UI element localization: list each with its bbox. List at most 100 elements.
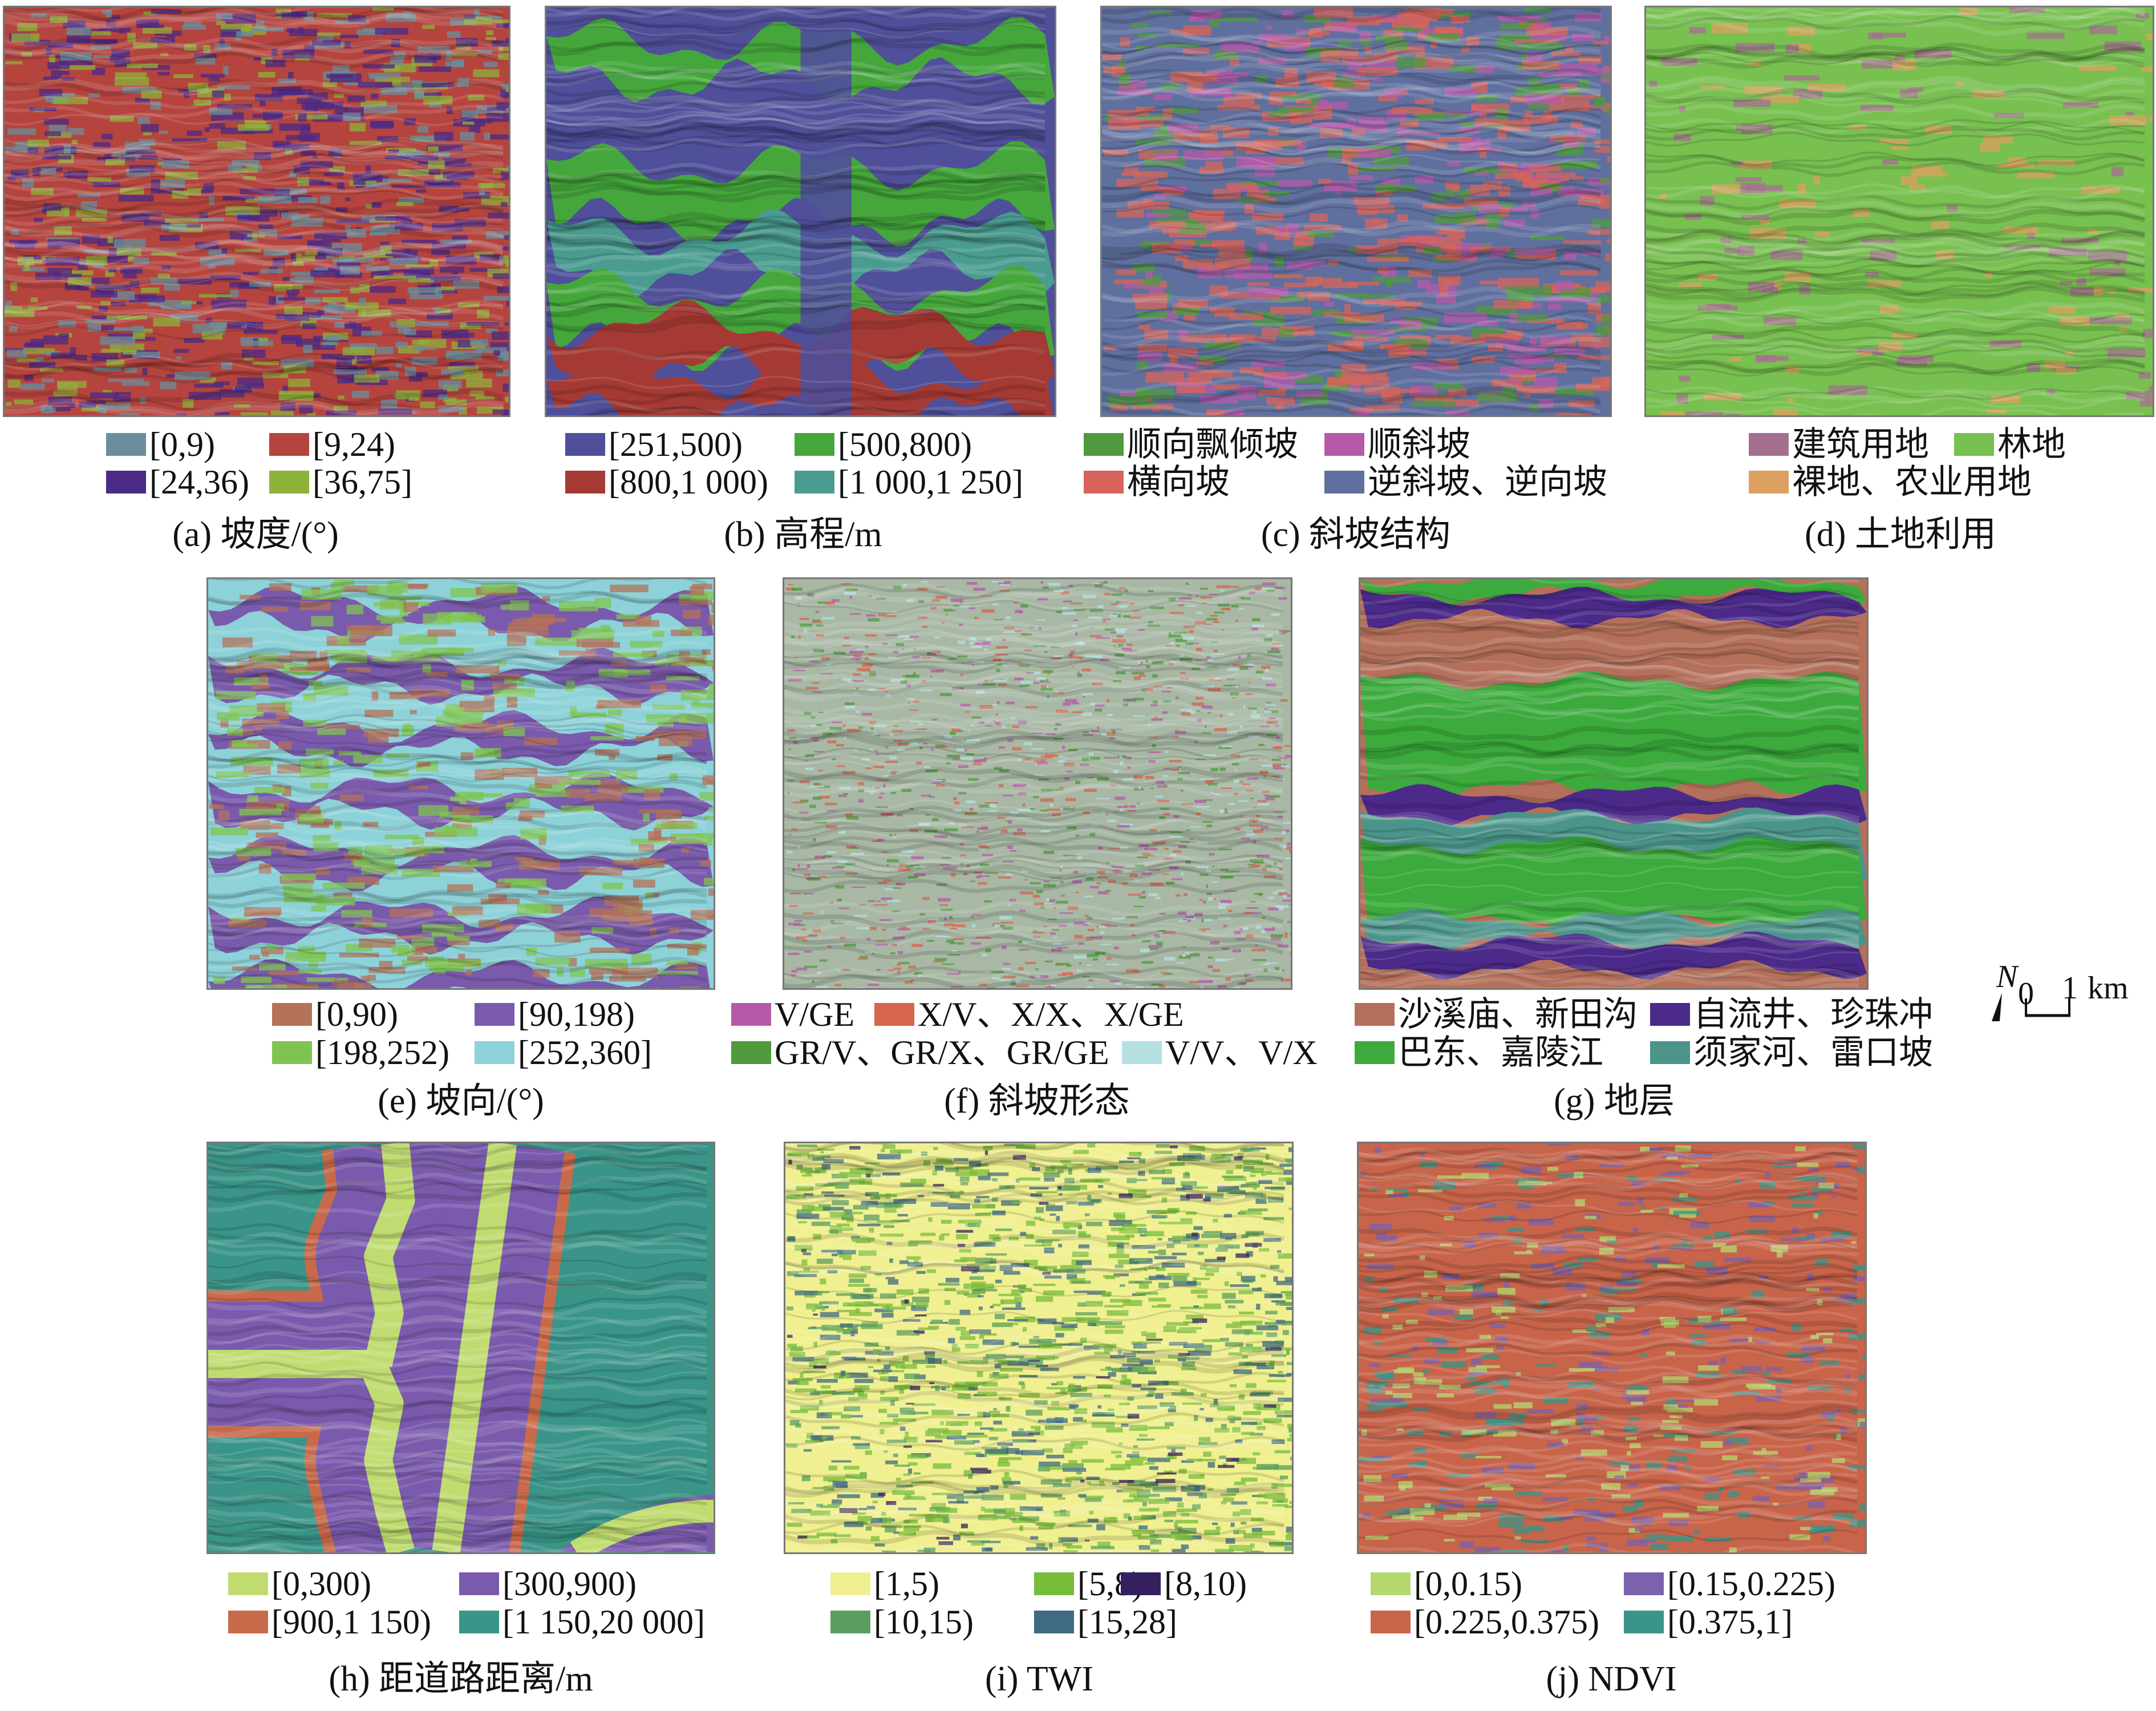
map-pixel-patch bbox=[1220, 714, 1223, 718]
map-pixel-patch bbox=[1040, 685, 1047, 688]
map-pixel-patch bbox=[1214, 678, 1221, 680]
map-pixel-patch bbox=[108, 378, 144, 382]
panel-caption: (g) 地层 bbox=[1554, 1082, 1675, 1121]
map-pixel-patch bbox=[893, 1531, 899, 1534]
hillshade-line bbox=[208, 626, 707, 644]
map-pixel-patch bbox=[842, 678, 852, 681]
map-pixel-patch bbox=[309, 961, 318, 969]
map-pixel-patch bbox=[1516, 171, 1533, 181]
map-pixel-patch bbox=[918, 822, 930, 826]
map-pixel-patch bbox=[1248, 707, 1258, 710]
map-pixel-patch bbox=[667, 944, 707, 949]
map-pixel-patch bbox=[789, 1352, 805, 1357]
map-pixel-patch bbox=[271, 48, 278, 56]
map-pixel-patch bbox=[585, 792, 622, 802]
hillshade-line bbox=[1102, 219, 1601, 237]
map-pixel-patch bbox=[1048, 985, 1051, 988]
map-pixel-patch bbox=[333, 761, 344, 766]
map-pixel-patch bbox=[874, 840, 881, 842]
hillshade-line bbox=[208, 1436, 707, 1453]
hillshade-line bbox=[1102, 351, 1601, 367]
hillshade-line bbox=[208, 653, 707, 670]
map-pixel-patch bbox=[10, 282, 17, 291]
map-pixel-patch bbox=[814, 751, 824, 753]
map-pixel-patch bbox=[237, 729, 254, 735]
map-pixel-patch bbox=[966, 581, 978, 585]
hillshade-line bbox=[784, 715, 1283, 730]
map-pixel-patch bbox=[1118, 586, 1125, 590]
map-pixel-patch bbox=[1159, 816, 1165, 819]
map-pixel-patch bbox=[974, 1421, 982, 1426]
map-pixel-patch bbox=[930, 606, 937, 609]
map-pixel-patch bbox=[1217, 104, 1261, 111]
map-pixel-patch bbox=[579, 867, 623, 876]
map-pixel-patch bbox=[1231, 1501, 1247, 1505]
map-pixel-patch bbox=[1434, 26, 1456, 34]
map-pixel-patch bbox=[1115, 1264, 1124, 1269]
map-pixel-patch bbox=[895, 1366, 906, 1369]
map-pixel-patch bbox=[995, 722, 1001, 726]
map-pixel-patch bbox=[958, 765, 968, 768]
map-pixel-patch bbox=[978, 848, 986, 851]
map-pixel-patch bbox=[1129, 1425, 1148, 1431]
map-pixel-patch bbox=[881, 1313, 894, 1318]
map-pixel-patch bbox=[557, 967, 564, 977]
map-pixel-patch bbox=[492, 273, 509, 279]
map-pixel-patch bbox=[1850, 125, 1867, 130]
map-pixel-patch bbox=[1002, 638, 1006, 641]
map-pixel-patch bbox=[1186, 913, 1198, 915]
map-pixel-patch bbox=[1230, 1284, 1250, 1287]
map-pixel-patch bbox=[971, 724, 974, 726]
map-pixel-patch bbox=[915, 728, 927, 730]
map-pixel-patch bbox=[1040, 679, 1049, 682]
hillshade-line bbox=[546, 216, 1045, 233]
map-pixel-patch bbox=[305, 297, 321, 305]
map-pixel-patch bbox=[367, 733, 389, 743]
map-pixel-patch bbox=[1174, 815, 1180, 818]
map-pixel-patch bbox=[1446, 410, 1470, 415]
map-pixel-patch bbox=[349, 123, 366, 132]
map-pixel-patch bbox=[1201, 799, 1213, 801]
map-pixel-patch bbox=[941, 1233, 950, 1236]
map-pixel-patch bbox=[934, 835, 947, 839]
map-pixel-patch bbox=[157, 161, 165, 165]
map-pixel-patch bbox=[1265, 704, 1277, 706]
map-pixel-patch bbox=[894, 725, 898, 727]
map-pixel-patch bbox=[933, 1147, 938, 1151]
map-pixel-patch bbox=[115, 392, 131, 395]
map-pixel-patch bbox=[907, 702, 910, 704]
map-pixel-patch bbox=[1309, 213, 1328, 222]
map-pixel-patch bbox=[1258, 1162, 1274, 1166]
map-pixel-patch bbox=[1314, 7, 1353, 18]
map-pixel-patch bbox=[1235, 685, 1238, 689]
map-pixel-patch bbox=[19, 240, 35, 247]
map-pixel-patch bbox=[1061, 1317, 1084, 1322]
map-pixel-patch bbox=[1936, 250, 1954, 260]
map-pixel-patch bbox=[2141, 67, 2153, 72]
map-pixel-patch bbox=[1535, 368, 1562, 373]
map-pixel-patch bbox=[359, 284, 370, 293]
map-pixel-patch bbox=[808, 660, 818, 662]
map-pixel-patch bbox=[278, 89, 313, 95]
map-pixel-patch bbox=[1097, 726, 1100, 730]
map-pixel-patch bbox=[237, 661, 254, 671]
map-pixel-patch bbox=[1263, 1418, 1282, 1423]
map-pixel-patch bbox=[1003, 631, 1017, 633]
hillshade-line bbox=[208, 919, 707, 938]
hillshade-line bbox=[1360, 642, 1859, 658]
map-pixel-patch bbox=[363, 253, 393, 258]
map-pixel-patch bbox=[1238, 800, 1249, 802]
map-pixel-patch bbox=[795, 1388, 817, 1393]
map-pixel-patch bbox=[949, 916, 953, 920]
map-pixel-patch bbox=[1206, 409, 1225, 415]
map-pixel-patch bbox=[1012, 725, 1019, 728]
map-pixel-patch bbox=[1140, 1387, 1157, 1390]
map-pixel-patch bbox=[1141, 688, 1146, 692]
hillshade-line bbox=[1360, 754, 1859, 773]
map-pixel-patch bbox=[1022, 1326, 1027, 1332]
map-pixel-patch bbox=[958, 640, 966, 644]
map-pixel-patch bbox=[1269, 717, 1276, 719]
map-pixel-patch bbox=[629, 915, 653, 925]
map-pixel-patch bbox=[831, 599, 840, 602]
map-pixel-patch bbox=[1158, 1221, 1181, 1225]
